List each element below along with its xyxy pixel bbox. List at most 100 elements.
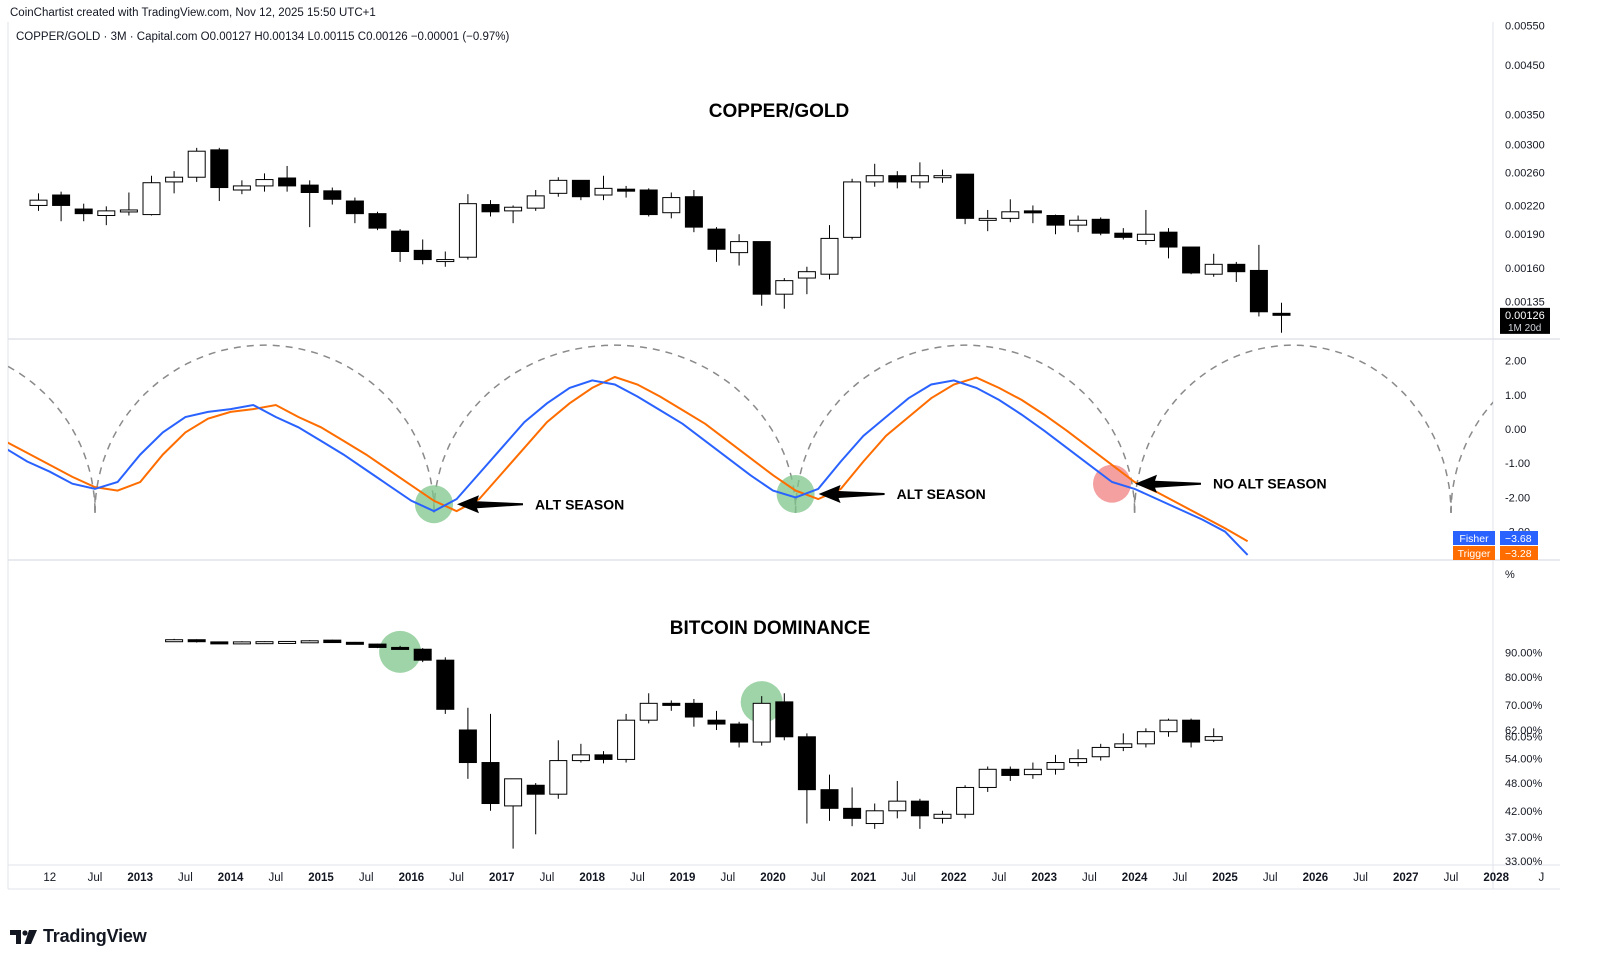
candle-body xyxy=(571,179,590,198)
copper-gold-candle xyxy=(1159,228,1178,259)
copper-gold-candle xyxy=(391,229,410,262)
tradingview-logo[interactable]: TradingView xyxy=(10,926,147,947)
candle-body xyxy=(1023,768,1042,776)
btc-dominance-candle xyxy=(571,743,590,763)
btc-dominance-candle xyxy=(187,639,206,643)
candle-body xyxy=(639,189,658,216)
annotation-arrow xyxy=(1135,474,1201,493)
candle-body xyxy=(323,639,342,644)
time-axis-label: 2017 xyxy=(489,872,515,884)
candle-body xyxy=(1114,743,1133,748)
btc-dominance-candle xyxy=(255,641,274,645)
candle-body xyxy=(210,149,229,189)
copper-gold-candle xyxy=(956,173,975,225)
time-axis-label: 2023 xyxy=(1031,872,1057,884)
candle-body xyxy=(1091,746,1110,758)
trigger-line xyxy=(8,375,1249,543)
candle-body xyxy=(843,807,862,819)
btc-dominance-candle xyxy=(549,740,568,799)
trigger-name-tag xyxy=(1453,546,1495,560)
candle-body xyxy=(187,639,206,643)
btc-dominance-candle xyxy=(232,641,251,645)
candle-body xyxy=(187,150,206,178)
candle-body xyxy=(391,230,410,253)
candle-body xyxy=(300,184,319,193)
time-axis-label: Jul xyxy=(1444,872,1459,884)
candle-body xyxy=(865,175,884,183)
copper-gold-candle xyxy=(730,234,749,266)
tradingview-logo-icon xyxy=(10,929,37,944)
candle-body xyxy=(210,641,229,645)
time-axis-label: Jul xyxy=(901,872,916,884)
copper-gold-candle xyxy=(232,180,251,195)
time-axis-label: Jul xyxy=(811,872,826,884)
btc-dominance-candle xyxy=(684,698,703,727)
copper-gold-candle xyxy=(775,278,794,309)
copper-gold-candle xyxy=(707,227,726,262)
candle-body xyxy=(730,723,749,743)
candle-body xyxy=(617,188,636,192)
btc-dominance-title: BITCOIN DOMINANCE xyxy=(670,618,871,639)
btc-dominance-candle xyxy=(504,778,523,849)
candle-body xyxy=(639,702,658,721)
candle-body xyxy=(1182,719,1201,743)
candle-body xyxy=(52,194,71,206)
copper-gold-y-tick: 0.00350 xyxy=(1505,109,1545,121)
candle-body xyxy=(1001,768,1020,776)
time-axis-label: 2028 xyxy=(1483,872,1509,884)
candle-body xyxy=(684,702,703,718)
trigger-value-label: −3.28 xyxy=(1505,548,1532,560)
candle-body xyxy=(1204,263,1223,275)
copper-gold-candle xyxy=(526,190,545,211)
copper-gold-candle xyxy=(639,188,658,217)
btc-dominance-candle xyxy=(323,639,342,644)
fisher-name-tag xyxy=(1453,531,1495,545)
candle-body xyxy=(255,641,274,645)
candle-body xyxy=(165,176,184,183)
time-axis-label: 2025 xyxy=(1212,872,1238,884)
fisher-name-label: Fisher xyxy=(1459,533,1489,545)
candle-body xyxy=(345,641,364,645)
btc-dominance-candle xyxy=(1001,766,1020,781)
copper-gold-candle xyxy=(481,200,500,217)
candle-body xyxy=(594,754,613,760)
btc-y-tick: 54.00% xyxy=(1505,754,1543,766)
copper-gold-candle xyxy=(29,193,48,211)
btc-dominance-candle xyxy=(594,751,613,764)
copper-gold-candle xyxy=(255,173,274,192)
btc-dominance-candle xyxy=(730,721,749,748)
btc-dominance-candle xyxy=(865,803,884,829)
copper-gold-candle xyxy=(300,180,319,228)
candle-body xyxy=(413,249,432,261)
time-axis-label: 2016 xyxy=(399,872,425,884)
btc-y-tick: 60.05% xyxy=(1505,732,1543,744)
candle-body xyxy=(1046,215,1065,226)
candle-body xyxy=(1046,762,1065,770)
candle-body xyxy=(820,237,839,275)
copper-gold-candle xyxy=(142,175,161,216)
copper-gold-candle xyxy=(1023,205,1042,224)
candle-body xyxy=(1159,719,1178,733)
copper-gold-candle xyxy=(797,266,816,295)
candle-body xyxy=(165,639,184,643)
candle-body xyxy=(978,217,997,221)
fisher-y-tick: -1.00 xyxy=(1505,458,1530,470)
copper-gold-candle xyxy=(1046,214,1065,235)
candle-body xyxy=(888,175,907,183)
cycle-arc xyxy=(433,344,797,513)
copper-gold-y-tick: 0.00135 xyxy=(1505,296,1545,308)
btc-y-tick: 62.00% xyxy=(1505,725,1543,737)
annotation-label: ALT SEASON xyxy=(897,486,986,502)
btc-dominance-candle xyxy=(797,733,816,824)
btc-dominance-candle xyxy=(662,700,681,711)
candle-body xyxy=(97,210,116,217)
candle-body xyxy=(29,199,48,206)
bar-countdown: 1M 20d xyxy=(1508,323,1541,334)
copper-gold-candle xyxy=(52,191,71,222)
copper-gold-candle xyxy=(1272,302,1291,333)
candle-body xyxy=(504,778,523,807)
btc-dominance-candle xyxy=(775,693,794,741)
btc-dominance-candle xyxy=(1159,718,1178,737)
copper-gold-candle xyxy=(910,162,929,189)
